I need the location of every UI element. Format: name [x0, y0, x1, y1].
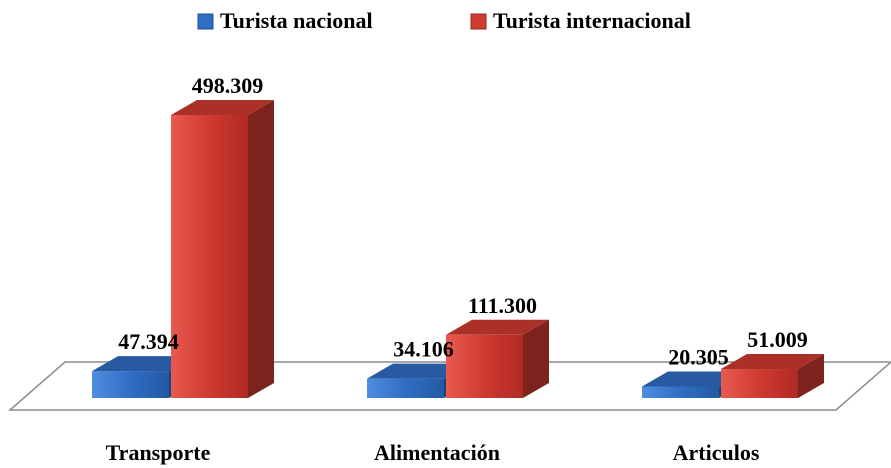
data-label: 111.300 [468, 293, 537, 318]
bar-top [642, 371, 745, 387]
data-label: 498.309 [192, 73, 264, 98]
legend-swatch [470, 13, 487, 30]
bar-front [367, 378, 444, 398]
data-label: 34.106 [393, 337, 454, 362]
bar-front [642, 386, 719, 398]
x-tick-label: Articulos [673, 440, 760, 465]
data-label: 51.009 [747, 327, 808, 352]
x-tick-label: Transporte [106, 440, 211, 465]
bar-front [92, 371, 169, 398]
bar-side [523, 319, 549, 398]
bar [446, 319, 549, 398]
legend-swatch [197, 13, 214, 30]
bar-top [721, 354, 824, 370]
bar-top [171, 100, 274, 115]
bar [171, 100, 274, 398]
bar-front [721, 369, 798, 398]
x-tick-label: Alimentación [374, 440, 500, 465]
bar-side [798, 354, 824, 398]
data-label: 47.394 [118, 329, 179, 354]
bar-top [446, 319, 549, 335]
bar-side [248, 100, 274, 398]
legend-label: Turista internacional [493, 8, 691, 33]
bar-top [367, 363, 470, 379]
plot-area [92, 100, 824, 398]
bar [721, 354, 824, 398]
bar-front [171, 115, 248, 398]
bar-top [92, 356, 195, 372]
bar-front [446, 334, 523, 398]
data-label: 20.305 [668, 345, 729, 370]
legend-label: Turista nacional [220, 8, 373, 33]
